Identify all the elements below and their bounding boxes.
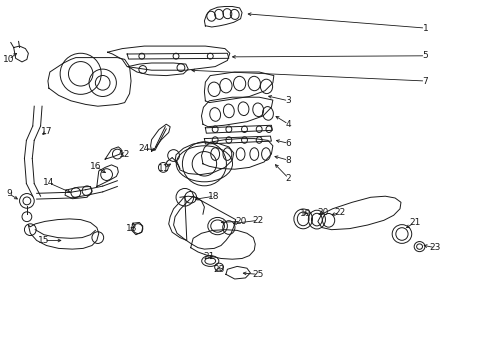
Text: 8: 8: [285, 156, 291, 165]
Text: 11: 11: [158, 164, 169, 173]
Text: 13: 13: [126, 224, 138, 233]
Text: 21: 21: [408, 218, 420, 227]
Text: 23: 23: [428, 243, 440, 252]
Text: 15: 15: [38, 236, 50, 245]
Text: 25: 25: [252, 270, 264, 279]
Text: 19: 19: [299, 209, 311, 217]
Text: 5: 5: [422, 51, 427, 60]
Text: 4: 4: [285, 120, 291, 129]
Text: 23: 23: [213, 265, 224, 274]
Text: 10: 10: [3, 55, 15, 64]
Text: 21: 21: [203, 252, 215, 261]
Text: 17: 17: [41, 127, 52, 136]
Text: 6: 6: [285, 139, 291, 148]
Text: 20: 20: [234, 217, 246, 226]
Text: 1: 1: [422, 24, 427, 33]
Text: 14: 14: [43, 179, 55, 188]
Text: 7: 7: [422, 77, 427, 86]
Text: 18: 18: [208, 192, 220, 201]
Text: 9: 9: [6, 189, 12, 198]
Text: 22: 22: [252, 216, 264, 225]
Text: 20: 20: [316, 208, 328, 217]
Text: 2: 2: [285, 174, 291, 183]
Text: 3: 3: [285, 96, 291, 105]
Text: 24: 24: [138, 144, 150, 153]
Text: 16: 16: [89, 162, 101, 171]
Text: 12: 12: [119, 150, 130, 158]
Text: 22: 22: [333, 208, 345, 217]
